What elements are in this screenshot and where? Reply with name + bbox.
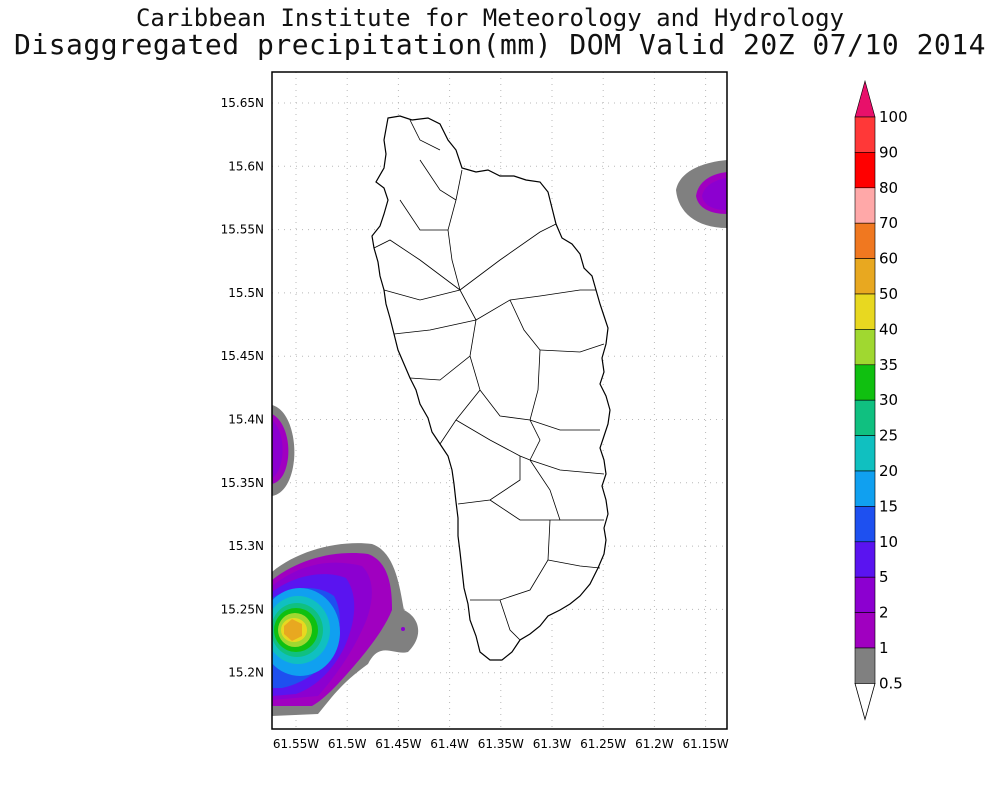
- lon-tick-label: 61.15W: [682, 737, 728, 751]
- precip-ne-2: [702, 178, 727, 210]
- colorbar-segment: [854, 541, 876, 578]
- colorbar-label: 15: [879, 497, 898, 515]
- lon-tick-label: 61.3W: [533, 737, 572, 751]
- institute-title: Caribbean Institute for Meteorology and …: [135, 4, 844, 32]
- colorbar-segment: [854, 222, 876, 259]
- colorbar-segment: [854, 647, 876, 684]
- colorbar-segment: [854, 364, 876, 401]
- colorbar-label: 80: [879, 179, 898, 197]
- colorbar-label: 20: [879, 462, 898, 480]
- precipitation-field: [272, 160, 727, 716]
- product-title: Disaggregated precipitation(mm) DOM Vali…: [13, 28, 986, 61]
- colorbar-segment: [854, 116, 876, 153]
- lon-tick-label: 61.4W: [430, 737, 469, 751]
- watershed-boundaries: [373, 119, 605, 641]
- lat-tick-label: 15.35N: [221, 476, 264, 490]
- colorbar-label: 40: [879, 320, 898, 338]
- colorbar-top-arrow: [854, 79, 876, 118]
- colorbar-label: 0.5: [879, 674, 903, 692]
- lon-tick-label: 61.35W: [478, 737, 524, 751]
- colorbar-segment: [854, 506, 876, 543]
- colorbar-segment: [854, 329, 876, 366]
- lon-tick-label: 61.2W: [635, 737, 674, 751]
- precip-speck: [401, 627, 405, 631]
- latitude-axis: 15.65N 15.6N 15.55N 15.5N 15.45N 15.4N 15.35N 1…: [221, 96, 264, 680]
- map-frame: [271, 71, 728, 730]
- colorbar-segment: [854, 399, 876, 436]
- lat-tick-label: 15.45N: [221, 349, 264, 363]
- lat-tick-label: 15.2N: [228, 666, 264, 680]
- colorbar-segment: [854, 258, 876, 295]
- lat-tick-label: 15.55N: [221, 223, 264, 237]
- colorbar-label: 35: [879, 356, 898, 374]
- lon-tick-label: 61.25W: [580, 737, 626, 751]
- colorbar-label: 60: [879, 250, 898, 268]
- colorbar-label: 70: [879, 214, 898, 232]
- dominica-coastline: [371, 115, 611, 661]
- colorbar-label: 100: [879, 108, 908, 126]
- colorbar-segment: [854, 576, 876, 613]
- lat-tick-label: 15.6N: [228, 159, 264, 173]
- colorbar-label: 30: [879, 391, 898, 409]
- colorbar-label: 2: [879, 604, 889, 622]
- colorbar-segment: [854, 612, 876, 649]
- colorbar-segment: [854, 293, 876, 330]
- colorbar: 100 90 80 70 60 50 40 35 30 25 20 15 10 5 2 1 0.5: [854, 79, 908, 721]
- colorbar-label: 50: [879, 285, 898, 303]
- lon-tick-label: 61.55W: [273, 737, 319, 751]
- colorbar-segment: [854, 435, 876, 472]
- lat-tick-label: 15.65N: [221, 96, 264, 110]
- colorbar-label: 5: [879, 568, 889, 586]
- colorbar-label: 25: [879, 427, 898, 445]
- colorbar-bottom-arrow: [854, 683, 876, 721]
- colorbar-segment: [854, 152, 876, 189]
- lat-tick-label: 15.5N: [228, 286, 264, 300]
- lat-tick-label: 15.3N: [228, 539, 264, 553]
- lon-tick-label: 61.45W: [375, 737, 421, 751]
- precip-west-2: [272, 420, 283, 478]
- precip-contour-50: [284, 619, 302, 641]
- island-outline: [371, 115, 611, 661]
- lon-tick-label: 61.5W: [328, 737, 367, 751]
- colorbar-label: 1: [879, 639, 889, 657]
- colorbar-label: 90: [879, 143, 898, 161]
- longitude-axis: 61.55W 61.5W 61.45W 61.4W 61.35W 61.3W 61.25W 6…: [273, 737, 729, 751]
- lat-tick-label: 15.4N: [228, 413, 264, 427]
- colorbar-segment: [854, 470, 876, 507]
- colorbar-label: 10: [879, 533, 898, 551]
- colorbar-segment: [854, 187, 876, 224]
- lat-tick-label: 15.25N: [221, 602, 264, 616]
